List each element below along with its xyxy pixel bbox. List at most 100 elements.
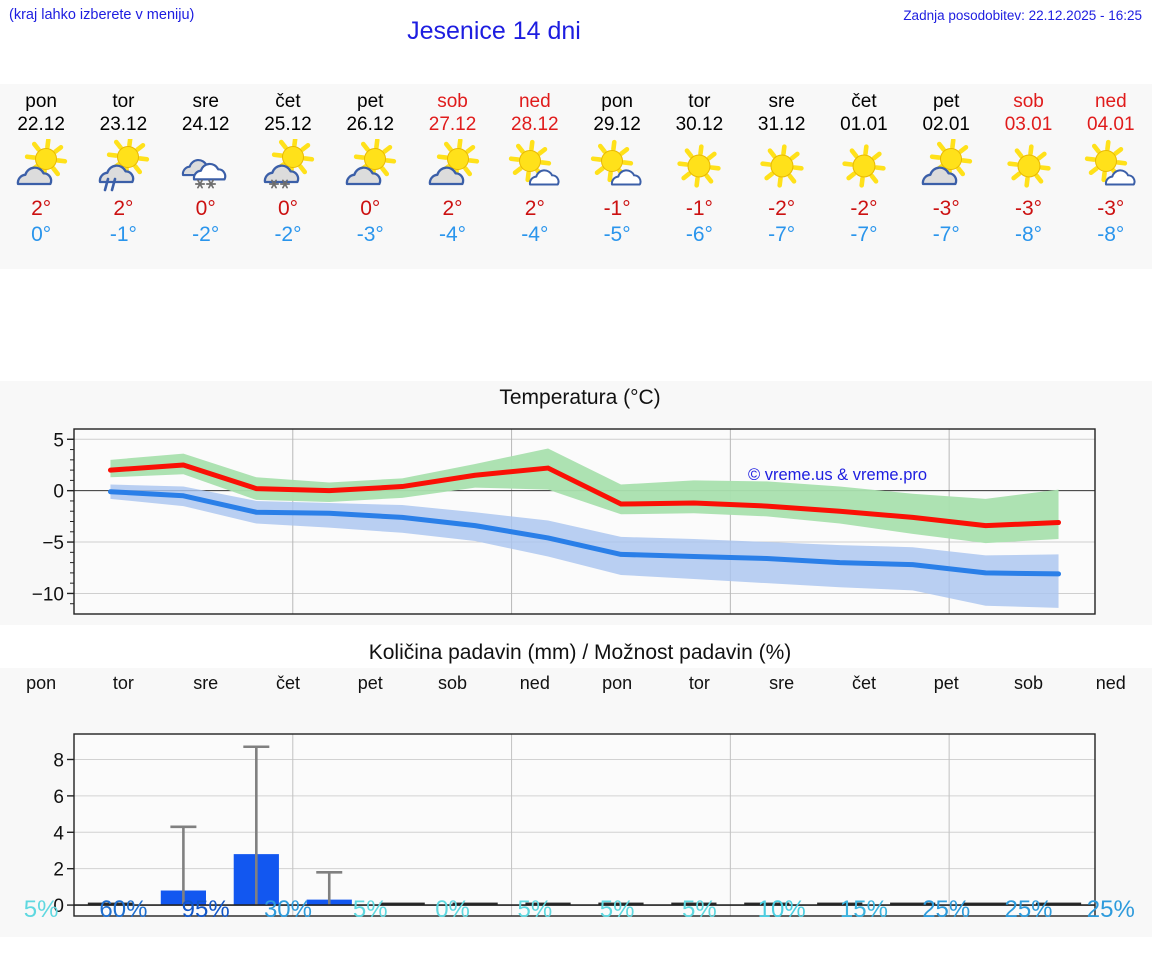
forecast-day-column[interactable]: pon 29.12 -1° -5° [576, 84, 658, 269]
max-temperature: -3° [1097, 197, 1125, 220]
day-of-week-label: sob [437, 91, 468, 112]
cloud-snow-icon [165, 138, 247, 196]
precipitation-day-label: sre [769, 673, 795, 693]
min-temperature: -5° [603, 223, 631, 246]
date-label: 03.01 [1004, 114, 1053, 135]
date-label: 30.12 [675, 114, 724, 135]
precipitation-probability-value: 0% [435, 896, 470, 923]
max-temperature: -2° [850, 197, 878, 220]
max-temperature: -1° [685, 197, 713, 220]
precipitation-day-label: čet [275, 673, 300, 693]
date-label: 22.12 [17, 114, 65, 135]
sun-behind-cloud-icon [905, 138, 987, 196]
precipitation-plot-area: 0 2 4 6 8 [0, 668, 1152, 937]
day-of-week-label: sre [192, 91, 219, 112]
forecast-day-column[interactable]: pet 26.12 0° -3° [329, 84, 411, 269]
svg-text:0: 0 [53, 896, 64, 917]
precipitation-day-label: tor [688, 673, 710, 693]
forecast-day-column[interactable]: pon 22.12 2° 0° [0, 84, 82, 269]
sun-behind-cloud-icon [0, 138, 82, 196]
precipitation-probability-row: 5% 60% 95% 30% 5% 0% 5% 5% 5% 10% 15% 25% 25% 25% [0, 896, 1152, 924]
temperature-chart-panel: Temperatura (°C) 5 0 −5 −10 [0, 381, 1152, 625]
forecast-day-column[interactable]: sob 03.01 -3° -8° [987, 84, 1069, 269]
spacer [0, 269, 1152, 381]
sun-behind-cloud-icon [411, 138, 493, 196]
svg-text:2: 2 [53, 860, 64, 881]
precipitation-probability-value: 15% [839, 896, 888, 923]
precipitation-probability-value: 25% [922, 896, 971, 923]
min-temperature: -7° [850, 223, 878, 246]
max-temperature: -3° [1014, 197, 1043, 220]
min-temperature: -7° [932, 223, 960, 246]
precipitation-chart-title: Količina padavin (mm) / Možnost padavin … [368, 641, 792, 664]
min-temperature: -4° [439, 223, 467, 246]
precipitation-probability-value: 25% [1086, 896, 1135, 923]
date-label: 27.12 [428, 114, 477, 135]
svg-text:4: 4 [53, 823, 64, 844]
date-label: 01.01 [840, 114, 888, 135]
precipitation-day-label: tor [112, 673, 134, 693]
precipitation-probability-value: 5% [599, 896, 635, 923]
precipitation-day-label: ned [519, 673, 550, 693]
date-label: 26.12 [346, 114, 395, 135]
forecast-day-column[interactable]: tor 30.12 -1° -6° [658, 84, 740, 269]
sun-small-cloud-icon [1070, 138, 1152, 196]
max-temperature: 2° [524, 197, 545, 220]
svg-text:−5: −5 [42, 533, 64, 554]
page-header: (kraj lahko izberete v meniju) Jesenice … [0, 0, 1152, 84]
bottom-padding [0, 940, 1152, 975]
location-menu-hint[interactable]: (kraj lahko izberete v meniju) [9, 7, 195, 23]
precipitation-chart-panel: Količina padavin (mm) / Možnost padavin … [0, 637, 1152, 937]
precipitation-probability-value: 25% [1004, 896, 1053, 923]
forecast-day-column[interactable]: sre 24.12 0° -2° [165, 84, 247, 269]
min-temperature: -8° [1014, 223, 1043, 246]
max-temperature: -3° [932, 197, 960, 220]
sun-icon [658, 138, 740, 196]
min-temperature: 0° [31, 223, 52, 246]
precipitation-probability-value: 60% [99, 896, 148, 923]
day-of-week-label: pet [933, 91, 960, 112]
min-temperature: -7° [768, 223, 796, 246]
copyright-text[interactable]: © vreme.us & vreme.pro [748, 466, 928, 484]
day-of-week-label: ned [1094, 91, 1127, 112]
max-temperature: -2° [768, 197, 796, 220]
forecast-day-column[interactable]: čet 01.01 -2° -7° [823, 84, 905, 269]
date-label: 04.01 [1087, 114, 1135, 135]
precipitation-probability-value: 5% [682, 896, 717, 923]
min-temperature: -2° [274, 223, 302, 246]
forecast-day-column[interactable]: sob 27.12 2° -4° [411, 84, 493, 269]
precipitation-day-labels: pon tor sre čet pet sob ned pon tor sre čet pet sob n… [0, 673, 1152, 694]
precipitation-probability-value: 5% [23, 896, 59, 923]
svg-text:−10: −10 [32, 584, 64, 605]
max-temperature: 0° [195, 197, 216, 220]
precipitation-day-label: sob [1014, 673, 1044, 693]
precipitation-day-label: pon [602, 673, 633, 693]
temperature-chart-title: Temperatura (°C) [499, 386, 661, 409]
sun-icon [741, 138, 823, 196]
forecast-day-column[interactable]: čet 25.12 0° -2° [247, 84, 329, 269]
precipitation-day-label: sob [438, 673, 468, 693]
date-label: 02.01 [922, 114, 970, 135]
sun-small-cloud-icon [576, 138, 658, 196]
precipitation-day-label: ned [1095, 673, 1126, 693]
min-temperature: -8° [1097, 223, 1125, 246]
precipitation-day-label: čet [851, 673, 876, 693]
forecast-day-column[interactable]: pet 02.01 -3° -7° [905, 84, 987, 269]
min-temperature: -4° [521, 223, 549, 246]
sun-icon [987, 138, 1069, 196]
max-temperature: 2° [31, 197, 52, 220]
forecast-day-column[interactable]: ned 28.12 2° -4° [494, 84, 576, 269]
date-label: 28.12 [511, 114, 559, 135]
day-of-week-label: pon [601, 91, 633, 112]
precipitation-probability-value: 30% [263, 896, 312, 923]
min-temperature: -1° [109, 223, 137, 246]
forecast-day-column[interactable]: ned 04.01 -3° -8° [1070, 84, 1152, 269]
svg-text:6: 6 [53, 787, 64, 808]
date-label: 23.12 [99, 114, 148, 135]
forecast-day-column[interactable]: sre 31.12 -2° -7° [741, 84, 823, 269]
day-of-week-label: sre [768, 91, 795, 112]
precipitation-chart-svg: 0 2 4 6 8 [53, 733, 1096, 917]
forecast-day-column[interactable]: tor 23.12 2° -1° [82, 84, 164, 269]
sun-icon [823, 138, 905, 196]
min-temperature: -3° [356, 223, 384, 246]
